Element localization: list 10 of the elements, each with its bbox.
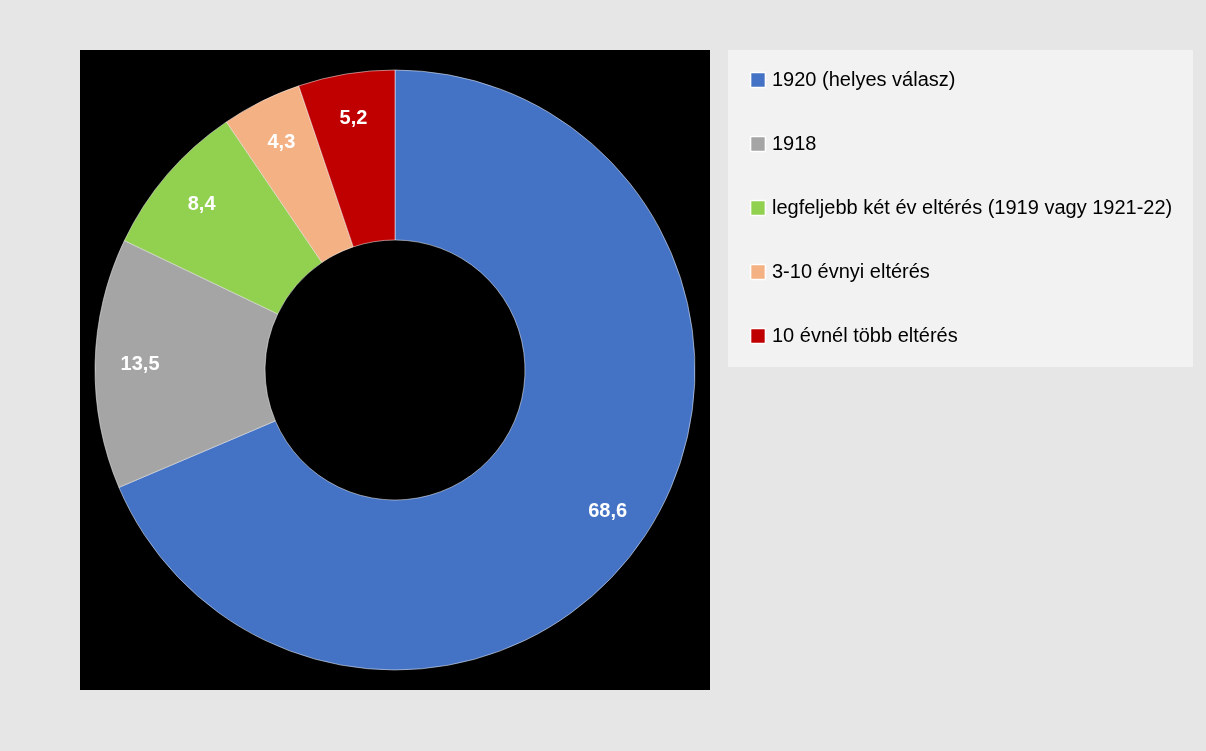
legend-label: legfeljebb két év eltérés (1919 vagy 1921-22) (772, 196, 1173, 218)
legend-label: 3-10 évnyi eltérés (772, 260, 930, 282)
legend-label: 1920 (helyes válasz) (772, 68, 956, 90)
legend-label: 1918 (772, 132, 817, 154)
data-label: 68,6 (588, 498, 628, 521)
data-label: 4,3 (267, 129, 296, 152)
data-label: 8,4 (187, 191, 217, 214)
data-label: 13,5 (120, 352, 160, 375)
data-label: 5,2 (339, 106, 368, 129)
legend-label: 10 évnél több eltérés (772, 324, 958, 346)
